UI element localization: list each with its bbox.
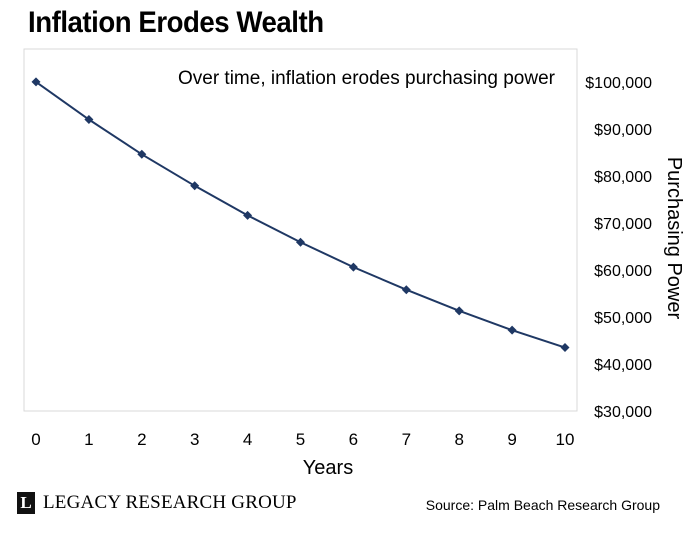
- logo-mark-icon: L: [17, 492, 35, 514]
- y-tick-label: $50,000: [594, 310, 652, 327]
- legacy-logo: L LEGACY RESEARCH GROUP: [17, 492, 297, 514]
- plot-area: [23, 48, 578, 412]
- x-tick-label: 10: [556, 430, 575, 449]
- data-point: [560, 343, 570, 353]
- data-point: [296, 237, 305, 247]
- logo-text: LEGACY RESEARCH GROUP: [43, 492, 297, 513]
- data-point: [243, 210, 253, 220]
- y-tick-label: $80,000: [594, 169, 652, 186]
- data-point: [401, 285, 411, 295]
- y-tick-label: $70,000: [594, 216, 652, 233]
- chart-title: Inflation Erodes Wealth: [28, 6, 324, 39]
- y-tick-label: $30,000: [594, 404, 652, 421]
- data-point: [507, 325, 517, 335]
- data-point: [84, 115, 94, 125]
- y-tick-label: $90,000: [594, 122, 652, 139]
- y-axis-label: Purchasing Power: [663, 157, 685, 320]
- x-tick-label: 5: [296, 430, 305, 449]
- data-point: [31, 77, 41, 87]
- x-tick-label: 0: [31, 430, 40, 449]
- x-tick-label: 7: [402, 430, 411, 449]
- x-tick-label: 2: [137, 430, 146, 449]
- y-tick-label: $40,000: [594, 357, 652, 374]
- x-tick-label: 4: [243, 430, 252, 449]
- data-point: [348, 262, 358, 272]
- x-tick-label: 6: [349, 430, 358, 449]
- data-point: [190, 181, 200, 191]
- data-point: [454, 306, 464, 316]
- y-tick-label: $100,000: [585, 75, 652, 92]
- source-note: Source: Palm Beach Research Group: [425, 497, 660, 513]
- x-tick-label: 3: [190, 430, 199, 449]
- x-tick-label: 1: [84, 430, 93, 449]
- data-point: [137, 149, 147, 159]
- x-tick-label: 8: [454, 430, 463, 449]
- x-tick-label: 9: [507, 430, 516, 449]
- x-axis-label: Years: [303, 457, 353, 479]
- chart-annotation: Over time, inflation erodes purchasing p…: [178, 68, 556, 89]
- y-tick-label: $60,000: [594, 263, 652, 280]
- series-line: [35, 81, 566, 349]
